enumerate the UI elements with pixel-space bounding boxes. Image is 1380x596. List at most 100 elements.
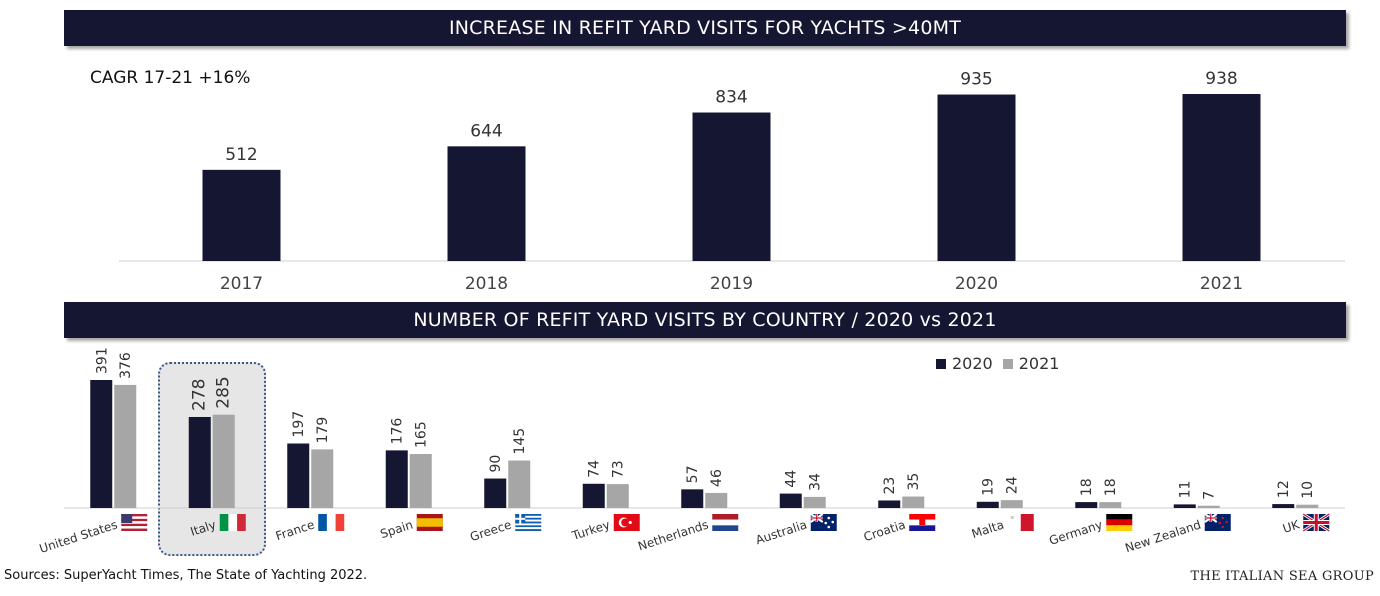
bar-2020: [937, 94, 1016, 261]
bar-netherlands-2021: [705, 492, 728, 508]
legend-label-2020: 2020: [952, 354, 993, 373]
bar-italy-2020: [188, 416, 211, 508]
bar-value-label: 285: [214, 376, 234, 408]
country-label: Netherlands: [636, 518, 710, 554]
bar-value-label: 35: [906, 473, 922, 491]
bar-value-label: 18: [1103, 478, 1119, 496]
country-label: Greece: [468, 518, 513, 545]
greece-flag-icon: [515, 514, 542, 531]
bar-value-label: 278: [190, 379, 210, 411]
bar-netherlands-2020: [681, 489, 704, 508]
country-label: UK: [1281, 517, 1302, 536]
bar-new-zealand-2020: [1173, 504, 1196, 508]
australia-flag-icon: [810, 513, 837, 531]
bar-france-2021: [311, 449, 334, 508]
legend: 2020 2021: [936, 354, 1059, 373]
bar-value-label: 197: [291, 411, 307, 438]
bar-value-label: 73: [611, 460, 627, 478]
x-tick-label: 2020: [955, 274, 998, 294]
x-tick-label: 2021: [1200, 274, 1243, 294]
bar-australia-2021: [803, 496, 826, 508]
bar-value-label: 938: [1205, 69, 1237, 89]
bar-value-label: 90: [488, 455, 504, 473]
italy-highlight-box: [158, 362, 266, 556]
bar-2021: [1182, 94, 1261, 261]
bar-croatia-2021: [902, 496, 925, 508]
bar-value-label: 19: [981, 478, 997, 496]
source-note: Sources: SuperYacht Times, The State of …: [4, 568, 368, 583]
bar-value-label: 10: [1300, 481, 1316, 499]
germany-flag-icon: [1106, 514, 1133, 531]
bar-value-label: 34: [808, 473, 824, 491]
bar-2019: [692, 112, 771, 261]
bar-value-label: 165: [414, 421, 430, 448]
bar-greece-2021: [508, 460, 531, 508]
country-label: Spain: [378, 518, 414, 542]
bar-value-label: 46: [709, 469, 725, 487]
bar-uk-2021: [1296, 504, 1319, 508]
bar-value-label: 376: [118, 352, 134, 379]
bar-malta-2020: [976, 501, 999, 508]
bar-value-label: 57: [685, 466, 701, 484]
bar-value-label: 179: [315, 417, 331, 444]
bar-value-label: 24: [1005, 476, 1021, 494]
bar-spain-2021: [409, 453, 432, 508]
legend-label-2021: 2021: [1018, 354, 1060, 373]
bar-malta-2021: [1000, 500, 1023, 508]
bar-value-label: 176: [390, 418, 406, 445]
bar-2018: [447, 146, 526, 261]
country-label: Australia: [754, 518, 809, 548]
country-label: United States: [38, 518, 120, 556]
bar-italy-2021: [212, 414, 235, 508]
croatia-flag-icon: [909, 514, 936, 531]
bar-value-label: 74: [587, 460, 603, 478]
bar-france-2020: [287, 443, 310, 508]
turkey-flag-icon: [613, 514, 640, 531]
country-label: Italy: [189, 518, 218, 539]
bar-australia-2020: [779, 493, 802, 508]
bar-spain-2020: [385, 450, 408, 508]
uk-flag-icon: [1302, 512, 1331, 533]
country-label: France: [274, 518, 316, 544]
x-tick-label: 2018: [465, 274, 508, 294]
bar-croatia-2020: [878, 500, 901, 508]
bar-value-label: 44: [784, 470, 800, 488]
bottom-chart-title-banner: NUMBER OF REFIT YARD VISITS BY COUNTRY /…: [64, 302, 1346, 338]
bar-value-label: 935: [960, 70, 992, 90]
top-chart-title: INCREASE IN REFIT YARD VISITS FOR YACHTS…: [448, 17, 962, 39]
bar-united-states-2021: [114, 384, 137, 508]
bar-value-label: 18: [1079, 478, 1095, 496]
country-label: Croatia: [862, 518, 907, 545]
legend-swatch-2020: [936, 358, 946, 369]
bar-united-states-2020: [90, 380, 113, 508]
legend-swatch-2021: [1002, 358, 1013, 369]
bar-value-label: 11: [1178, 481, 1194, 499]
new-zealand-flag-icon: [1204, 513, 1231, 531]
bar-value-label: 23: [882, 477, 898, 495]
bar-turkey-2021: [606, 484, 629, 508]
bar-value-label: 12: [1276, 480, 1292, 498]
bottom-chart-title: NUMBER OF REFIT YARD VISITS BY COUNTRY /…: [413, 309, 997, 331]
bar-germany-2021: [1099, 502, 1122, 508]
bar-new-zealand-2021: [1197, 505, 1220, 508]
country-label: Turkey: [569, 518, 611, 544]
x-tick-label: 2019: [710, 274, 753, 294]
bar-uk-2020: [1272, 504, 1295, 508]
top-chart-title-banner: INCREASE IN REFIT YARD VISITS FOR YACHTS…: [64, 10, 1346, 46]
x-tick-label: 2017: [220, 274, 263, 294]
france-flag-icon: [318, 514, 345, 531]
malta-flag-icon: [1007, 514, 1034, 531]
us-flag-icon: [121, 514, 148, 531]
bar-value-label: 512: [225, 145, 257, 165]
spain-flag-icon: [416, 514, 443, 531]
bar-germany-2020: [1075, 502, 1098, 508]
yearly-visits-chart: 512 2017 644 2018 834 2019 935 2020 938 2021: [119, 69, 1345, 294]
country-label: New Zealand: [1123, 518, 1202, 556]
bar-value-label: 145: [512, 428, 528, 455]
bar-value-label: 7: [1202, 491, 1218, 500]
bar-greece-2020: [484, 478, 507, 508]
country-label: Malta: [970, 518, 1006, 542]
bar-turkey-2020: [582, 483, 605, 508]
cagr-label: CAGR 17-21 +16%: [90, 68, 251, 88]
